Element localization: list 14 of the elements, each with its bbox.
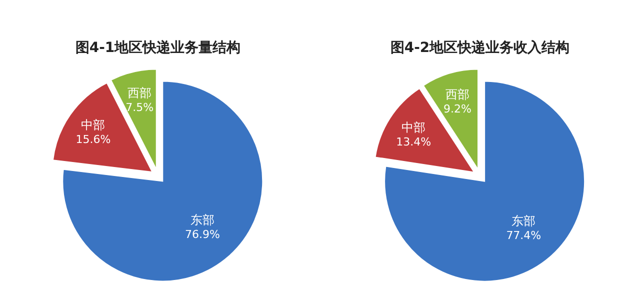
slice-label: 东部	[512, 214, 536, 228]
slice-label: 中部	[81, 118, 106, 132]
slice-label: 东部	[190, 213, 214, 228]
data-label: 15.6%	[76, 132, 111, 146]
slice-label: 西部	[128, 86, 152, 100]
data-label: 77.4%	[506, 228, 542, 242]
chart-title: 图4-2地区快递业务收入结构	[390, 39, 570, 56]
data-label: 13.4%	[396, 135, 432, 148]
slice-label: 中部	[402, 120, 426, 134]
slice-label: 西部	[445, 87, 470, 102]
data-label: 76.9%	[184, 228, 220, 242]
chart-title: 图4-1地区快递业务量结构	[75, 39, 241, 56]
data-label: 9.2%	[444, 102, 472, 116]
data-label: 7.5%	[126, 101, 154, 114]
